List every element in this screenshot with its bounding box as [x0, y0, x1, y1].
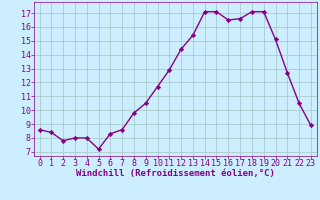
X-axis label: Windchill (Refroidissement éolien,°C): Windchill (Refroidissement éolien,°C)	[76, 169, 275, 178]
